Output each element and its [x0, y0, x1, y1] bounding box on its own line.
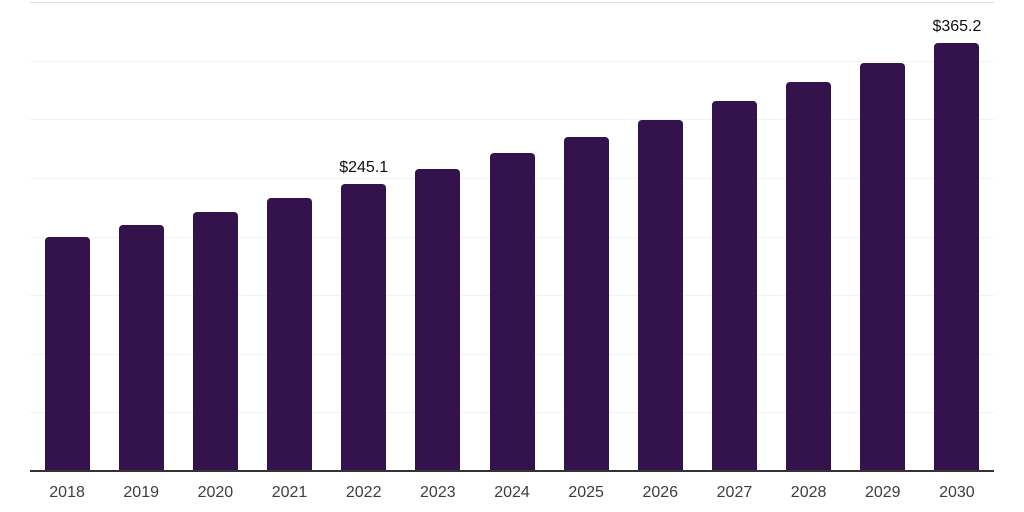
- x-axis-label-2027: 2027: [716, 484, 753, 501]
- bar-value-label-2022: $245.1: [339, 158, 389, 176]
- x-axis-line: [30, 470, 994, 472]
- x-axis-label-2029: 2029: [864, 484, 901, 501]
- x-axis-label-2024: 2024: [494, 484, 530, 501]
- x-axis-label-2030: 2030: [939, 484, 975, 501]
- bar-2024[interactable]: [489, 153, 535, 471]
- x-axis-label-2023: 2023: [420, 484, 456, 501]
- gridline: [30, 60, 994, 62]
- plot-area: $245.1 $365.2: [30, 0, 994, 471]
- bar-2023[interactable]: [415, 168, 461, 471]
- bar-2027[interactable]: [711, 101, 757, 471]
- bar-2026[interactable]: [637, 119, 683, 471]
- bar-2019[interactable]: [118, 224, 164, 471]
- x-axis-label-2028: 2028: [790, 484, 827, 501]
- bar-2018[interactable]: [44, 237, 90, 471]
- bar-2028[interactable]: [786, 82, 832, 471]
- x-axis-label-2026: 2026: [642, 484, 679, 501]
- bar-2021[interactable]: [267, 198, 313, 471]
- x-axis-label-2018: 2018: [49, 484, 85, 501]
- bar-2030[interactable]: [934, 42, 980, 471]
- bar-2022[interactable]: [341, 183, 387, 471]
- bar-2025[interactable]: [563, 136, 609, 471]
- gridline: [30, 119, 994, 121]
- x-axis-label-2020: 2020: [197, 484, 234, 501]
- bar-2020[interactable]: [192, 211, 238, 471]
- gridline: [30, 1, 994, 3]
- x-axis-label-2022: 2022: [345, 484, 382, 501]
- x-axis-label-2025: 2025: [568, 484, 604, 501]
- x-axis-label-2021: 2021: [271, 484, 308, 501]
- x-axis-labels: 2018 2019 2020 2021 2022 2023 2024 2025 2026 2027…: [30, 484, 994, 506]
- bar-value-label-2030: $365.2: [932, 17, 982, 35]
- x-axis-label-2019: 2019: [123, 484, 159, 501]
- bar-2029[interactable]: [860, 62, 906, 471]
